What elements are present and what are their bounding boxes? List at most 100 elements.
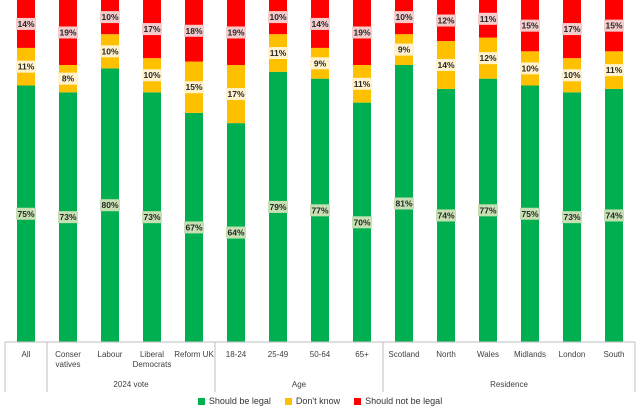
legend-item-should-not-be-legal: Should not be legal [354,396,442,406]
tick-label-london: London [559,350,586,359]
data-label-bg [142,211,162,224]
data-label-bg [352,26,372,39]
data-label-don-t-know: 11% [18,62,35,72]
data-label-bg [268,11,288,24]
data-label-bg [58,26,78,39]
tick-label-midlands: Midlands [514,350,546,359]
group-label-residence: Residence [490,380,528,389]
tick-label-reform-uk: Reform UK [174,350,214,359]
data-label-bg [394,11,414,24]
data-label-bg [310,17,330,30]
data-label-bg [58,211,78,224]
data-label-bg [394,43,414,56]
data-label-layer: 75% 11% 14% 73% 8% 19% 80% 10% 10% 73% 10% 17% 67% 15… [16,11,624,239]
tick-label-labour: Labour [98,350,123,359]
data-label-bg [436,14,456,27]
data-label-should-not-be-legal: 17% [563,24,580,34]
data-label-should-not-be-legal: 19% [353,27,370,37]
legend-label: Should not be legal [365,396,443,406]
legend: Should be legal Don't know Should not be l… [0,394,640,408]
data-label-don-t-know: 10% [101,46,118,56]
data-label-should-not-be-legal: 19% [227,27,244,37]
data-label-bg [58,72,78,85]
data-label-bg [352,216,372,229]
legend-swatch [354,397,362,405]
data-label-should-not-be-legal: 14% [17,19,34,29]
tick-label-conservatives: Conser vatives [55,350,81,369]
data-label-bg [604,209,624,222]
data-label-should-be-legal: 70% [353,217,370,227]
data-label-bg [226,88,246,101]
data-label-should-not-be-legal: 11% [480,14,497,24]
data-label-bg [562,69,582,82]
data-label-should-be-legal: 81% [395,198,412,208]
data-label-should-be-legal: 74% [437,210,454,220]
data-label-bg [16,17,36,30]
data-label-bg [478,204,498,217]
data-label-bg [562,211,582,224]
tick-label-wales: Wales [477,350,499,359]
data-label-bg [520,19,540,32]
data-label-bg [310,204,330,217]
legend-label: Should be legal [208,396,271,406]
tick-label-south: South [604,350,625,359]
data-label-bg [184,221,204,234]
data-label-bg [16,60,36,73]
tick-label-scotland: Scotland [388,350,419,359]
data-label-bg [226,26,246,39]
data-label-bg [436,209,456,222]
data-label-don-t-know: 14% [437,60,454,70]
tick-label-25-49: 25-49 [268,350,289,359]
data-label-should-not-be-legal: 18% [185,26,202,36]
data-label-should-be-legal: 64% [227,228,244,238]
tick-label-65: 65+ [355,350,369,359]
legend-item-should-be-legal: Should be legal [197,396,271,406]
tick-label-18-24: 18-24 [226,350,247,359]
data-label-should-be-legal: 77% [479,205,496,215]
data-label-should-be-legal: 75% [17,209,34,219]
data-label-don-t-know: 8% [62,74,75,84]
data-label-should-be-legal: 73% [59,212,76,222]
data-label-should-not-be-legal: 10% [269,12,286,22]
data-label-bg [436,58,456,71]
data-label-don-t-know: 10% [143,70,160,80]
data-label-don-t-know: 10% [563,70,580,80]
data-label-bg [604,64,624,77]
data-label-bg [16,207,36,220]
data-label-bg [310,57,330,70]
data-label-should-be-legal: 75% [521,209,538,219]
legend-swatch [284,397,292,405]
data-label-bg [226,226,246,239]
data-label-bg [520,62,540,75]
data-label-should-be-legal: 67% [185,222,202,232]
data-label-bg [100,45,120,58]
tick-label-liberaldemocrats: Liberal Democrats [133,350,172,369]
data-label-should-be-legal: 77% [311,205,328,215]
data-label-bg [394,197,414,210]
data-label-bg [184,81,204,94]
data-label-should-be-legal: 73% [563,212,580,222]
group-label-age: Age [292,380,307,389]
data-label-should-not-be-legal: 15% [521,21,538,31]
data-label-should-be-legal: 79% [269,202,286,212]
data-label-bg [184,24,204,37]
data-label-bg [100,199,120,212]
data-label-should-not-be-legal: 15% [605,21,622,31]
data-label-bg [352,77,372,90]
data-label-bg [478,12,498,25]
data-label-don-t-know: 17% [227,89,244,99]
data-label-don-t-know: 9% [314,58,327,68]
data-label-should-be-legal: 73% [143,212,160,222]
data-label-don-t-know: 11% [354,79,371,89]
data-label-should-not-be-legal: 10% [101,12,118,22]
data-label-should-not-be-legal: 12% [437,16,454,26]
data-label-don-t-know: 11% [606,65,623,75]
data-label-bg [142,69,162,82]
group-label-2024-vote: 2024 vote [113,380,149,389]
data-label-don-t-know: 9% [398,45,411,55]
data-label-should-not-be-legal: 14% [311,19,328,29]
data-label-bg [478,52,498,65]
data-label-don-t-know: 15% [185,82,202,92]
